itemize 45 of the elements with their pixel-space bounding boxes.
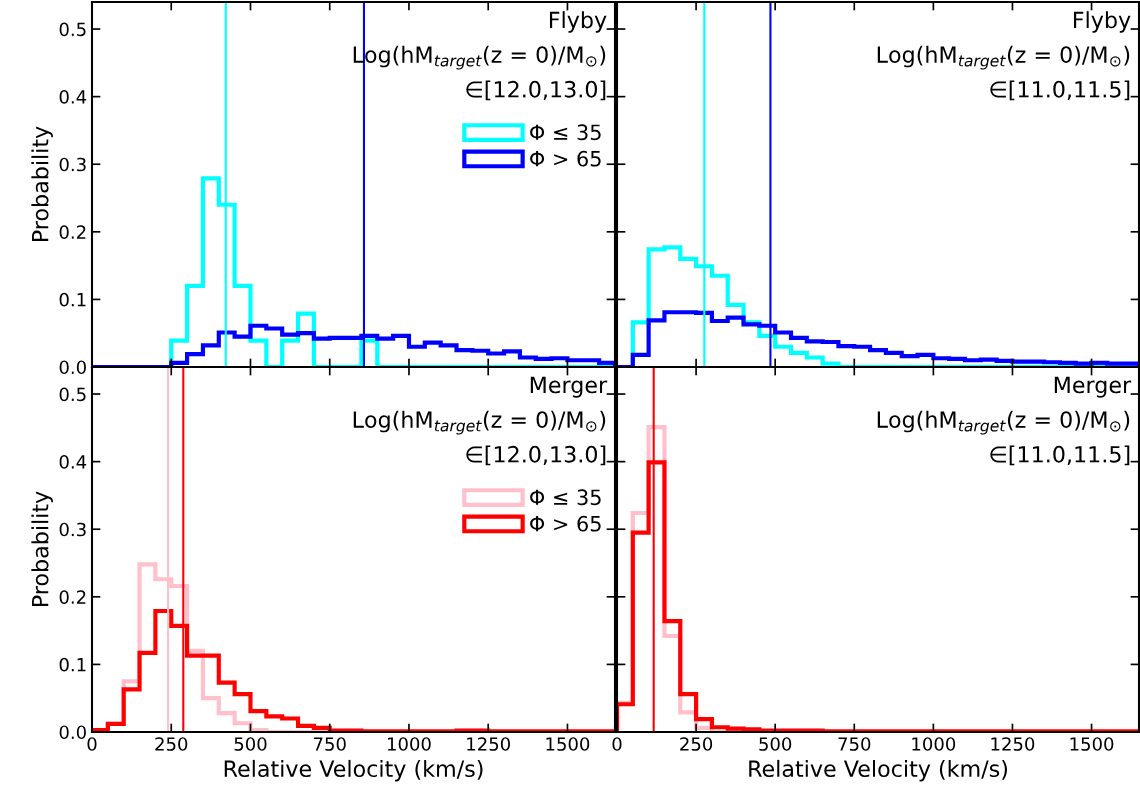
legend-label: Φ ≤ 35 bbox=[530, 124, 601, 141]
y-axis-title: Probability bbox=[31, 126, 53, 242]
y-tick-label: 0.5 bbox=[59, 387, 86, 402]
legend-label: Φ ≤ 35 bbox=[530, 489, 601, 506]
y-tick-label: 0.2 bbox=[59, 590, 86, 604]
x-tick-label: 0 bbox=[612, 737, 622, 751]
legend-label: Φ > 65 bbox=[530, 515, 601, 532]
y-tick-label: 0.2 bbox=[59, 225, 86, 239]
y-tick-label: 0.4 bbox=[59, 90, 87, 104]
y-tick-label: 0.5 bbox=[59, 22, 86, 37]
y-axis-title: Probability bbox=[31, 491, 53, 607]
x-tick-label: 750 bbox=[838, 737, 871, 751]
y-tick-label: 0.0 bbox=[59, 725, 86, 740]
y-tick-label: 0.4 bbox=[59, 455, 87, 469]
x-tick-label: 1250 bbox=[991, 737, 1035, 751]
annotation: Merger bbox=[1054, 376, 1132, 398]
x-tick-label: 1000 bbox=[912, 737, 956, 751]
x-tick-label: 250 bbox=[680, 737, 713, 751]
annotation: Log(hM$_{target}$(z = 0)/M$_{⊙}$) bbox=[877, 45, 1130, 70]
annotation: Merger bbox=[530, 376, 608, 398]
y-tick-label: 0.0 bbox=[59, 360, 86, 375]
annotation: Log(hM$_{target}$(z = 0)/M$_{⊙}$) bbox=[877, 410, 1130, 435]
annotation: Flyby bbox=[1073, 11, 1131, 33]
x-tick-label: 1500 bbox=[546, 737, 590, 751]
x-tick-label: 750 bbox=[313, 737, 346, 751]
x-tick-label: 250 bbox=[155, 737, 188, 751]
annotation: Flyby bbox=[549, 11, 607, 33]
x-tick-label: 1000 bbox=[387, 737, 431, 751]
annotation: Log(hM$_{target}$(z = 0)/M$_{⊙}$) bbox=[353, 410, 606, 435]
y-tick-label: 0.1 bbox=[59, 657, 86, 672]
x-tick-label: 1500 bbox=[1070, 737, 1114, 751]
x-tick-label: 1250 bbox=[467, 737, 510, 751]
y-tick-label: 0.3 bbox=[59, 522, 86, 537]
y-tick-label: 0.1 bbox=[59, 292, 86, 307]
x-tick-label: 0 bbox=[87, 737, 97, 751]
x-axis-title: Relative Velocity (km/s) bbox=[224, 759, 483, 782]
annotation: ∈[12.0,13.0] bbox=[466, 80, 606, 101]
annotation: ∈[12.0,13.0] bbox=[466, 445, 606, 466]
annotation: ∈[11.0,11.5] bbox=[990, 445, 1130, 466]
legend-label: Φ > 65 bbox=[530, 150, 601, 167]
x-tick-label: 500 bbox=[759, 737, 792, 751]
x-axis-title: Relative Velocity (km/s) bbox=[749, 759, 1008, 782]
y-tick-label: 0.3 bbox=[59, 157, 86, 172]
annotation: ∈[11.0,11.5] bbox=[990, 80, 1130, 101]
x-tick-label: 500 bbox=[234, 737, 267, 751]
